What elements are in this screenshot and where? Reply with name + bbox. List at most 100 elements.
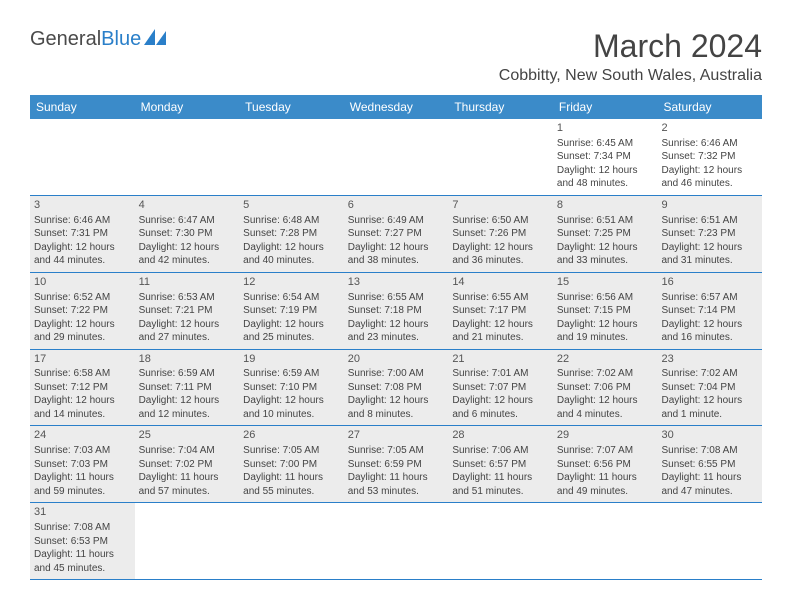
day-sunrise: Sunrise: 6:47 AM xyxy=(139,214,236,228)
day-sunrise: Sunrise: 7:01 AM xyxy=(452,367,549,381)
day-number: 25 xyxy=(139,428,236,443)
day-daylight1: Daylight: 12 hours xyxy=(661,318,758,332)
logo-text-accent: Blue xyxy=(101,28,141,51)
day-daylight2: and 48 minutes. xyxy=(557,177,654,191)
day-sunrise: Sunrise: 7:08 AM xyxy=(661,444,758,458)
day-cell: 28Sunrise: 7:06 AMSunset: 6:57 PMDayligh… xyxy=(448,426,553,502)
day-daylight2: and 53 minutes. xyxy=(348,485,445,499)
day-cell: 3Sunrise: 6:46 AMSunset: 7:31 PMDaylight… xyxy=(30,196,135,272)
day-sunrise: Sunrise: 6:56 AM xyxy=(557,291,654,305)
day-daylight2: and 55 minutes. xyxy=(243,485,340,499)
calendar: SundayMondayTuesdayWednesdayThursdayFrid… xyxy=(30,95,762,580)
day-daylight1: Daylight: 12 hours xyxy=(452,318,549,332)
day-sunset: Sunset: 7:32 PM xyxy=(661,150,758,164)
day-sunset: Sunset: 7:23 PM xyxy=(661,227,758,241)
day-sunset: Sunset: 7:12 PM xyxy=(34,381,131,395)
day-daylight1: Daylight: 12 hours xyxy=(34,241,131,255)
day-sunrise: Sunrise: 6:54 AM xyxy=(243,291,340,305)
week-row: 24Sunrise: 7:03 AMSunset: 7:03 PMDayligh… xyxy=(30,426,762,503)
day-sunset: Sunset: 6:55 PM xyxy=(661,458,758,472)
day-sunset: Sunset: 6:57 PM xyxy=(452,458,549,472)
day-daylight2: and 49 minutes. xyxy=(557,485,654,499)
day-daylight1: Daylight: 11 hours xyxy=(661,471,758,485)
day-number: 16 xyxy=(661,275,758,290)
day-cell: 2Sunrise: 6:46 AMSunset: 7:32 PMDaylight… xyxy=(657,119,762,195)
week-row: 10Sunrise: 6:52 AMSunset: 7:22 PMDayligh… xyxy=(30,273,762,350)
day-number: 11 xyxy=(139,275,236,290)
day-cell: 14Sunrise: 6:55 AMSunset: 7:17 PMDayligh… xyxy=(448,273,553,349)
day-number: 30 xyxy=(661,428,758,443)
day-cell: 10Sunrise: 6:52 AMSunset: 7:22 PMDayligh… xyxy=(30,273,135,349)
day-sunrise: Sunrise: 7:05 AM xyxy=(243,444,340,458)
day-cell: 22Sunrise: 7:02 AMSunset: 7:06 PMDayligh… xyxy=(553,350,658,426)
day-sunset: Sunset: 7:19 PM xyxy=(243,304,340,318)
day-sunrise: Sunrise: 7:07 AM xyxy=(557,444,654,458)
day-cell: 8Sunrise: 6:51 AMSunset: 7:25 PMDaylight… xyxy=(553,196,658,272)
day-sunrise: Sunrise: 6:50 AM xyxy=(452,214,549,228)
day-sunrise: Sunrise: 7:02 AM xyxy=(661,367,758,381)
day-sunset: Sunset: 7:07 PM xyxy=(452,381,549,395)
day-number: 19 xyxy=(243,352,340,367)
day-sunrise: Sunrise: 6:46 AM xyxy=(661,137,758,151)
location-text: Cobbitty, New South Wales, Australia xyxy=(499,67,762,85)
week-row: 3Sunrise: 6:46 AMSunset: 7:31 PMDaylight… xyxy=(30,196,762,273)
day-cell: 21Sunrise: 7:01 AMSunset: 7:07 PMDayligh… xyxy=(448,350,553,426)
day-number: 31 xyxy=(34,505,131,520)
day-daylight2: and 1 minute. xyxy=(661,408,758,422)
day-sunrise: Sunrise: 6:57 AM xyxy=(661,291,758,305)
day-sunrise: Sunrise: 7:08 AM xyxy=(34,521,131,535)
day-cell: 18Sunrise: 6:59 AMSunset: 7:11 PMDayligh… xyxy=(135,350,240,426)
day-number: 3 xyxy=(34,198,131,213)
day-daylight2: and 21 minutes. xyxy=(452,331,549,345)
day-number: 7 xyxy=(452,198,549,213)
day-cell: 16Sunrise: 6:57 AMSunset: 7:14 PMDayligh… xyxy=(657,273,762,349)
day-daylight1: Daylight: 12 hours xyxy=(557,164,654,178)
day-daylight2: and 33 minutes. xyxy=(557,254,654,268)
day-sunset: Sunset: 7:03 PM xyxy=(34,458,131,472)
day-sunset: Sunset: 6:56 PM xyxy=(557,458,654,472)
day-daylight1: Daylight: 12 hours xyxy=(243,394,340,408)
day-daylight1: Daylight: 12 hours xyxy=(557,394,654,408)
day-daylight2: and 23 minutes. xyxy=(348,331,445,345)
day-sunset: Sunset: 6:59 PM xyxy=(348,458,445,472)
day-number: 15 xyxy=(557,275,654,290)
day-cell xyxy=(135,503,240,579)
day-cell: 25Sunrise: 7:04 AMSunset: 7:02 PMDayligh… xyxy=(135,426,240,502)
day-daylight1: Daylight: 12 hours xyxy=(661,394,758,408)
day-daylight1: Daylight: 12 hours xyxy=(139,394,236,408)
day-daylight1: Daylight: 11 hours xyxy=(139,471,236,485)
day-sunrise: Sunrise: 6:58 AM xyxy=(34,367,131,381)
day-cell: 26Sunrise: 7:05 AMSunset: 7:00 PMDayligh… xyxy=(239,426,344,502)
day-daylight2: and 42 minutes. xyxy=(139,254,236,268)
day-cell xyxy=(553,503,658,579)
day-sunset: Sunset: 7:21 PM xyxy=(139,304,236,318)
day-sunrise: Sunrise: 7:05 AM xyxy=(348,444,445,458)
day-sunset: Sunset: 7:18 PM xyxy=(348,304,445,318)
day-daylight2: and 46 minutes. xyxy=(661,177,758,191)
day-daylight2: and 36 minutes. xyxy=(452,254,549,268)
day-daylight1: Daylight: 12 hours xyxy=(348,241,445,255)
day-sunrise: Sunrise: 6:52 AM xyxy=(34,291,131,305)
title-block: March 2024 Cobbitty, New South Wales, Au… xyxy=(499,28,762,85)
weekday-header: Wednesday xyxy=(344,95,449,119)
day-number: 29 xyxy=(557,428,654,443)
day-cell: 19Sunrise: 6:59 AMSunset: 7:10 PMDayligh… xyxy=(239,350,344,426)
day-sunrise: Sunrise: 6:55 AM xyxy=(348,291,445,305)
day-cell xyxy=(657,503,762,579)
day-cell: 31Sunrise: 7:08 AMSunset: 6:53 PMDayligh… xyxy=(30,503,135,579)
day-daylight1: Daylight: 12 hours xyxy=(243,241,340,255)
day-daylight1: Daylight: 12 hours xyxy=(34,318,131,332)
day-cell: 13Sunrise: 6:55 AMSunset: 7:18 PMDayligh… xyxy=(344,273,449,349)
day-sunset: Sunset: 6:53 PM xyxy=(34,535,131,549)
day-number: 21 xyxy=(452,352,549,367)
day-sunrise: Sunrise: 7:06 AM xyxy=(452,444,549,458)
day-number: 8 xyxy=(557,198,654,213)
day-sunrise: Sunrise: 6:51 AM xyxy=(557,214,654,228)
day-sunrise: Sunrise: 6:45 AM xyxy=(557,137,654,151)
day-daylight2: and 44 minutes. xyxy=(34,254,131,268)
day-sunset: Sunset: 7:04 PM xyxy=(661,381,758,395)
day-number: 1 xyxy=(557,121,654,136)
day-daylight2: and 19 minutes. xyxy=(557,331,654,345)
weekday-header: Saturday xyxy=(657,95,762,119)
day-cell xyxy=(344,503,449,579)
